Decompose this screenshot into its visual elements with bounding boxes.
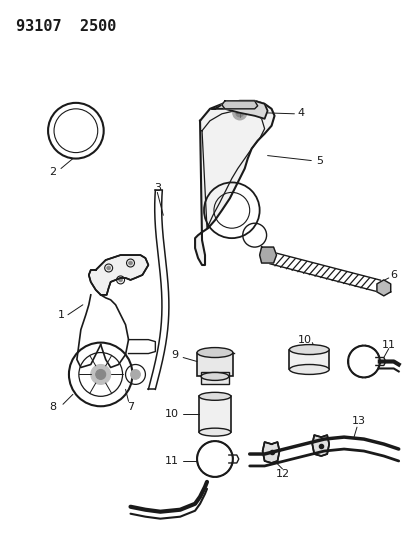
Text: 11: 11	[165, 456, 179, 466]
Circle shape	[107, 266, 110, 270]
Polygon shape	[259, 247, 276, 263]
Text: 8: 8	[50, 402, 57, 412]
Circle shape	[90, 365, 110, 384]
Text: 4: 4	[297, 108, 304, 118]
Text: 3: 3	[154, 183, 160, 193]
Ellipse shape	[197, 348, 232, 358]
Polygon shape	[195, 101, 274, 265]
Text: 13: 13	[351, 416, 365, 426]
Polygon shape	[221, 101, 257, 109]
Polygon shape	[262, 442, 279, 463]
Bar	[197, 352, 232, 376]
Text: 6: 6	[389, 270, 396, 280]
Text: 2: 2	[50, 167, 57, 177]
Text: 11: 11	[381, 340, 395, 350]
Circle shape	[128, 261, 132, 265]
Polygon shape	[311, 435, 328, 456]
Ellipse shape	[289, 365, 328, 375]
Ellipse shape	[289, 345, 328, 354]
Text: 10: 10	[297, 335, 311, 345]
Bar	[289, 350, 328, 369]
Text: 1: 1	[57, 310, 64, 320]
Polygon shape	[211, 101, 267, 119]
Ellipse shape	[199, 428, 230, 436]
Text: 9: 9	[171, 350, 178, 360]
Bar	[201, 373, 228, 384]
Circle shape	[130, 369, 140, 379]
Ellipse shape	[199, 392, 230, 400]
Text: 12: 12	[275, 469, 289, 479]
Polygon shape	[376, 280, 390, 296]
Polygon shape	[88, 255, 148, 295]
Ellipse shape	[201, 373, 228, 381]
Text: 93107  2500: 93107 2500	[16, 19, 116, 34]
Bar	[199, 397, 230, 432]
Circle shape	[95, 369, 105, 379]
Text: 10: 10	[165, 409, 179, 419]
Circle shape	[235, 109, 243, 117]
Text: 5: 5	[315, 156, 322, 166]
Circle shape	[118, 278, 122, 282]
Text: 7: 7	[127, 402, 134, 412]
Circle shape	[232, 106, 246, 120]
